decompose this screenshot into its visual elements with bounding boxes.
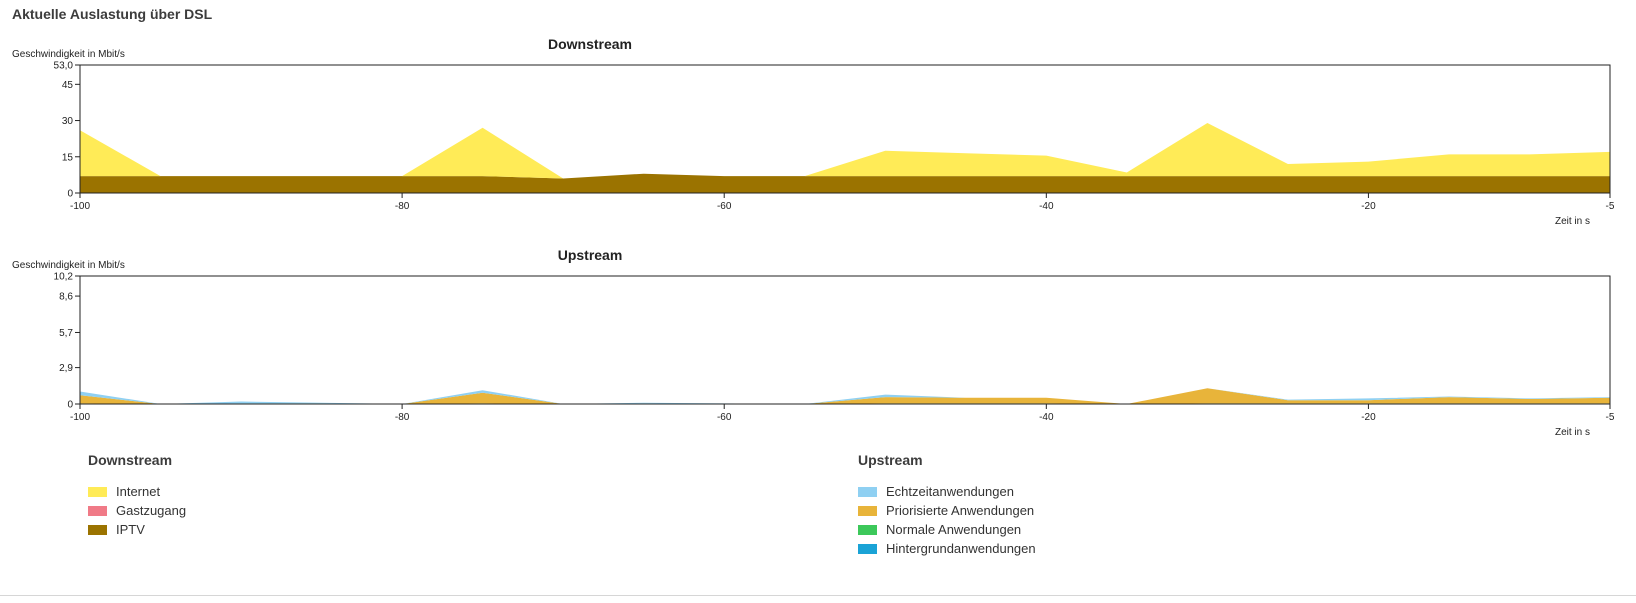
upstream-x-tick-label: -5: [1606, 412, 1615, 423]
upstream-y-tick-label: 10,2: [54, 272, 74, 283]
normale-anwendungen-swatch: [858, 524, 877, 535]
upstream-y-tick-label: 0: [67, 400, 73, 411]
downstream-y-tick-label: 45: [62, 80, 74, 91]
legend-label-priorisierte-anwendungen: Priorisierte Anwendungen: [886, 503, 1035, 518]
page-title: Aktuelle Auslastung über DSL: [12, 6, 213, 22]
downstream-x-tick-label: -100: [70, 201, 90, 212]
downstream-x-tick-label: -5: [1606, 201, 1615, 212]
downstream-chart: Downstream Geschwindigkeit in Mbit/s 0 15 30…: [12, 36, 1615, 227]
upstream-x-tick-label: -40: [1039, 412, 1054, 423]
gastzugang-swatch: [88, 505, 107, 516]
legend-item-normale-anwendungen[interactable]: Normale Anwendungen: [858, 520, 1036, 539]
downstream-legend-heading: Downstream: [88, 452, 173, 468]
upstream-y-axis-label: Geschwindigkeit in Mbit/s: [12, 260, 125, 271]
downstream-x-tick-label: -60: [717, 201, 732, 212]
upstream-chart: Upstream Geschwindigkeit in Mbit/s 0 2,9 5,7…: [12, 247, 1615, 438]
downstream-legend: Downstream Internet Gastzugang IPTV: [88, 452, 186, 539]
upstream-series-priorisierte-anwendungen: [80, 388, 1610, 404]
priorisierte-anwendungen-swatch: [858, 505, 877, 516]
legend-item-echtzeitanwendungen[interactable]: Echtzeitanwendungen: [858, 482, 1036, 501]
downstream-x-tick-label: -80: [395, 201, 410, 212]
legend-item-internet[interactable]: Internet: [88, 482, 186, 501]
upstream-x-tick-label: -20: [1361, 412, 1376, 423]
downstream-y-tick-label: 15: [62, 152, 74, 163]
legend-label-iptv: IPTV: [116, 522, 145, 537]
internet-swatch: [88, 486, 107, 497]
upstream-x-tick-label: -60: [717, 412, 732, 423]
upstream-x-axis-label: Zeit in s: [1555, 427, 1590, 438]
downstream-y-axis-label: Geschwindigkeit in Mbit/s: [12, 49, 125, 60]
downstream-y-tick-label: 30: [62, 116, 74, 127]
upstream-x-tick-label: -80: [395, 412, 410, 423]
legend-label-echtzeitanwendungen: Echtzeitanwendungen: [886, 484, 1014, 499]
legend-label-internet: Internet: [116, 484, 161, 499]
downstream-x-tick-label: -20: [1361, 201, 1376, 212]
upstream-legend: Upstream Echtzeitanwendungen Priorisiert…: [858, 452, 1036, 558]
downstream-x-tick-label: -40: [1039, 201, 1054, 212]
legend-label-gastzugang: Gastzugang: [116, 503, 187, 518]
iptv-swatch: [88, 524, 107, 535]
legend-item-priorisierte-anwendungen[interactable]: Priorisierte Anwendungen: [858, 501, 1036, 520]
legend-item-iptv[interactable]: IPTV: [88, 520, 186, 539]
upstream-x-tick-label: -100: [70, 412, 90, 423]
downstream-series-internet: [80, 123, 1610, 179]
echtzeitanwendungen-swatch: [858, 486, 877, 497]
legend-label-hintergrundanwendungen: Hintergrundanwendungen: [886, 541, 1036, 556]
legend-item-hintergrundanwendungen[interactable]: Hintergrundanwendungen: [858, 539, 1036, 558]
upstream-plot-frame: [79, 275, 1611, 405]
downstream-series-iptv: [80, 173, 1610, 193]
hintergrundanwendungen-swatch: [858, 543, 877, 554]
upstream-y-tick-label: 2,9: [59, 363, 73, 374]
downstream-plot-frame: [79, 64, 1611, 194]
upstream-chart-title: Upstream: [558, 247, 623, 263]
downstream-y-tick-label: 0: [67, 189, 73, 200]
legend-item-gastzugang[interactable]: Gastzugang: [88, 501, 186, 520]
upstream-y-tick-label: 8,6: [59, 292, 73, 303]
upstream-series-echtzeitanwendungen: [80, 388, 1610, 404]
legend-label-normale-anwendungen: Normale Anwendungen: [886, 522, 1022, 537]
upstream-legend-heading: Upstream: [858, 452, 923, 468]
bottom-divider: [0, 595, 1636, 596]
downstream-x-axis-label: Zeit in s: [1555, 216, 1590, 227]
downstream-y-tick-label: 53,0: [54, 61, 74, 72]
downstream-chart-title: Downstream: [548, 36, 632, 52]
upstream-y-tick-label: 5,7: [59, 328, 73, 339]
